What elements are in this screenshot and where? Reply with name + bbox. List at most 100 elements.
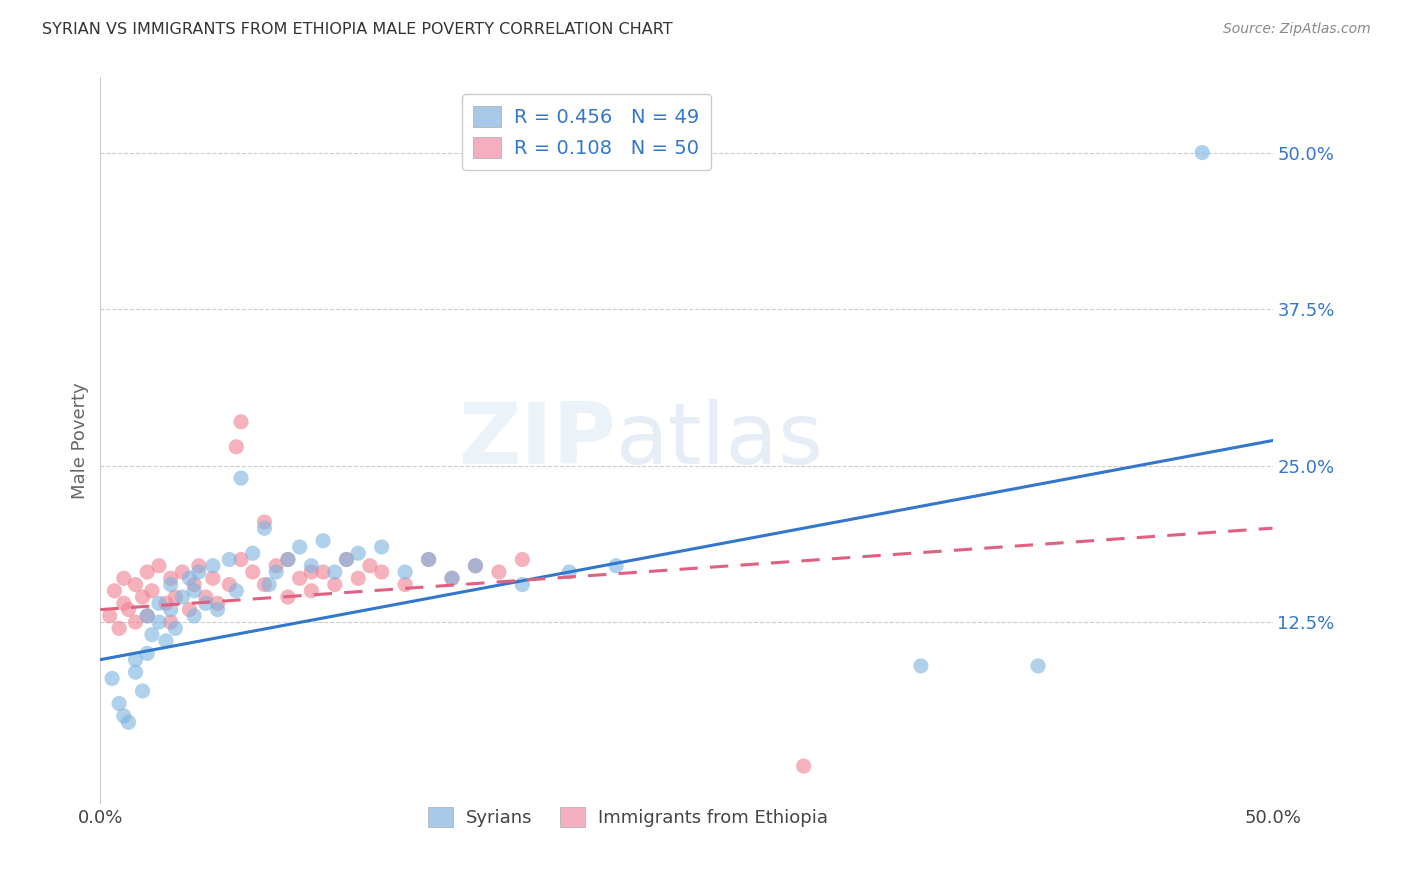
Point (512, 577, 534, 591)
Point (131, 590, 153, 604)
Point (370, 565, 392, 579)
Point (312, 533, 335, 548)
Point (418, 552, 440, 566)
Point (512, 552, 534, 566)
Point (136, 608, 159, 623)
Point (194, 590, 217, 604)
Point (264, 565, 287, 579)
Point (277, 590, 299, 604)
Point (225, 583, 247, 598)
Point (910, 659, 932, 673)
Point (394, 577, 416, 591)
Point (101, 672, 124, 686)
Point (194, 596, 217, 610)
Point (124, 577, 146, 591)
Point (253, 515, 276, 529)
Point (112, 709, 135, 723)
Point (159, 571, 181, 585)
Point (103, 583, 125, 598)
Point (155, 596, 177, 610)
Point (242, 565, 264, 579)
Point (187, 558, 209, 573)
Point (288, 540, 311, 554)
Point (253, 577, 276, 591)
Point (440, 571, 463, 585)
Point (207, 602, 229, 616)
Y-axis label: Male Poverty: Male Poverty (72, 382, 89, 499)
Point (136, 647, 159, 661)
Point (242, 546, 264, 560)
Text: Source: ZipAtlas.com: Source: ZipAtlas.com (1223, 22, 1371, 37)
Point (312, 565, 335, 579)
Point (148, 615, 170, 629)
Point (1191, 145, 1213, 160)
Point (112, 571, 135, 585)
Point (229, 415, 252, 429)
Point (155, 633, 177, 648)
Point (359, 558, 381, 573)
Point (277, 552, 299, 566)
Point (558, 565, 581, 579)
Point (347, 571, 370, 585)
Point (229, 552, 252, 566)
Point (299, 565, 322, 579)
Point (159, 615, 181, 629)
Point (141, 583, 163, 598)
Point (418, 552, 440, 566)
Point (229, 471, 252, 485)
Point (124, 665, 146, 680)
Point (179, 602, 201, 616)
Point (117, 602, 139, 616)
Point (201, 558, 224, 573)
Text: ZIP: ZIP (458, 399, 616, 482)
Point (277, 552, 299, 566)
Point (464, 558, 486, 573)
Point (370, 540, 392, 554)
Point (207, 596, 229, 610)
Point (108, 697, 131, 711)
Point (187, 565, 209, 579)
Point (179, 571, 201, 585)
Text: SYRIAN VS IMMIGRANTS FROM ETHIOPIA MALE POVERTY CORRELATION CHART: SYRIAN VS IMMIGRANTS FROM ETHIOPIA MALE … (42, 22, 673, 37)
Point (183, 608, 205, 623)
Point (141, 627, 163, 641)
Point (335, 552, 357, 566)
Point (253, 521, 276, 535)
Point (225, 440, 247, 454)
Legend: Syrians, Immigrants from Ethiopia: Syrians, Immigrants from Ethiopia (420, 800, 835, 835)
Point (165, 590, 187, 604)
Point (159, 577, 181, 591)
Point (299, 558, 322, 573)
Point (148, 558, 170, 573)
Point (112, 596, 135, 610)
Point (172, 590, 194, 604)
Point (136, 608, 159, 623)
Text: atlas: atlas (616, 399, 824, 482)
Point (218, 552, 240, 566)
Point (257, 577, 280, 591)
Point (793, 759, 815, 773)
Point (183, 583, 205, 598)
Point (347, 546, 370, 560)
Point (159, 602, 181, 616)
Point (440, 571, 463, 585)
Point (136, 565, 159, 579)
Point (183, 577, 205, 591)
Point (1026, 659, 1049, 673)
Point (148, 596, 170, 610)
Point (323, 565, 346, 579)
Point (165, 621, 187, 635)
Point (124, 653, 146, 667)
Point (335, 552, 357, 566)
Point (288, 571, 311, 585)
Point (488, 565, 510, 579)
Point (201, 571, 224, 585)
Point (464, 558, 486, 573)
Point (299, 583, 322, 598)
Point (172, 565, 194, 579)
Point (117, 715, 139, 730)
Point (394, 565, 416, 579)
Point (218, 577, 240, 591)
Point (264, 558, 287, 573)
Point (605, 558, 627, 573)
